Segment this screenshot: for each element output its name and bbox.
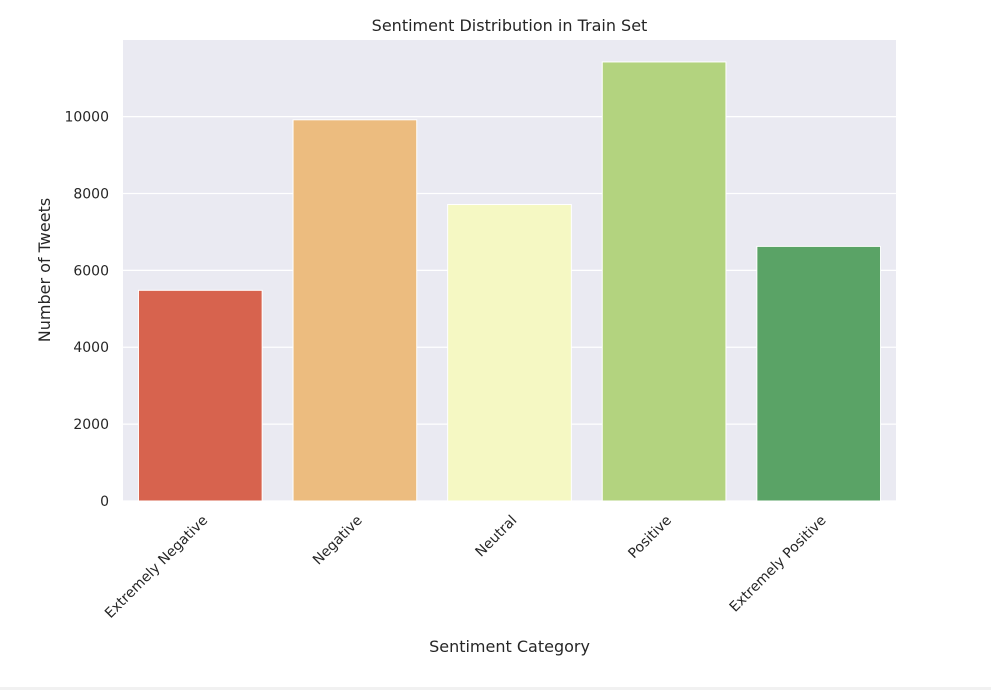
x-tick-label: Positive: [625, 513, 674, 562]
x-tick-label: Extremely Positive: [727, 513, 830, 616]
bar-neutral: [447, 204, 572, 502]
bar-negative: [292, 119, 418, 502]
y-axis-label: Number of Tweets: [35, 198, 54, 342]
y-tick-label: 10000: [64, 110, 109, 126]
bars: [137, 61, 882, 502]
x-axis-label: Sentiment Category: [429, 637, 590, 656]
bar-positive: [601, 61, 727, 502]
y-tick-label: 4000: [73, 340, 109, 356]
y-tick-labels: 0 2000 4000 6000 8000 10000: [64, 110, 109, 510]
y-tick-label: 2000: [73, 417, 109, 433]
x-tick-labels: Extremely Negative Negative Neutral Positiv…: [102, 513, 830, 622]
x-tick-label: Negative: [310, 513, 366, 569]
x-tick-label: Neutral: [472, 513, 520, 561]
y-tick-label: 6000: [73, 263, 109, 279]
bar-extremely-negative: [137, 289, 263, 502]
bar-extremely-positive: [756, 245, 882, 502]
x-tick-label: Extremely Negative: [102, 513, 211, 622]
y-tick-label: 8000: [73, 186, 109, 202]
y-tick-label: 0: [100, 494, 109, 510]
chart-title: Sentiment Distribution in Train Set: [372, 16, 648, 35]
bottom-divider: [0, 687, 991, 690]
